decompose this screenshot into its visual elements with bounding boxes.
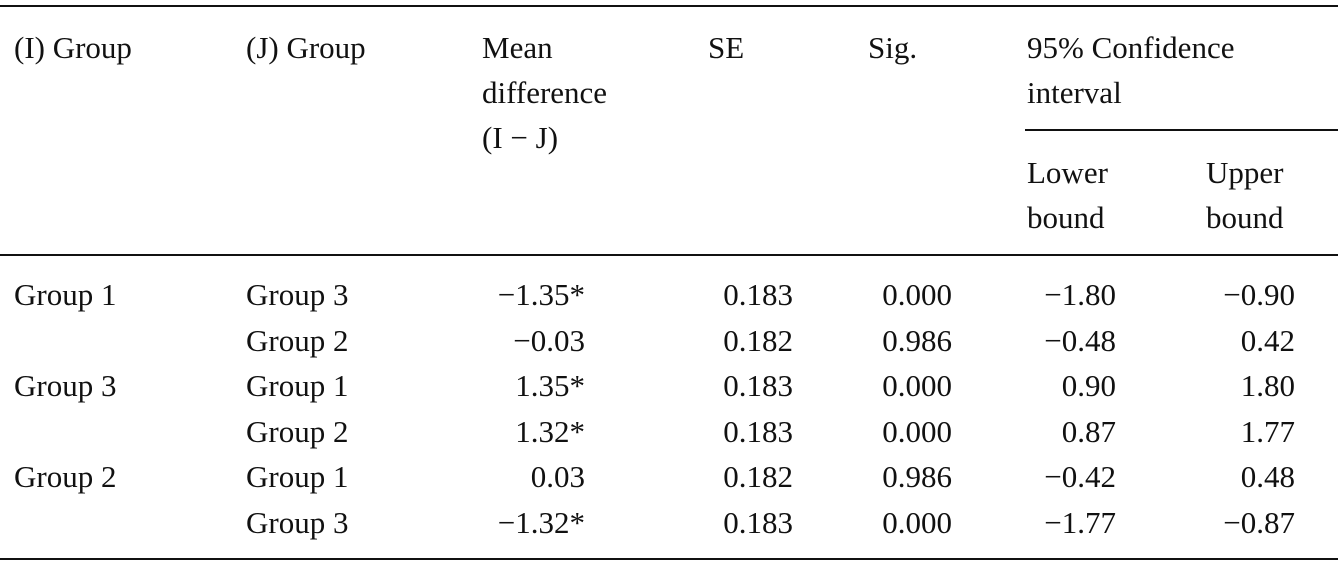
value-cell: 0.986 bbox=[882, 322, 952, 358]
bottom-rule bbox=[0, 558, 1338, 560]
value-cell: −0.48 bbox=[1044, 322, 1116, 358]
header-cell: bound bbox=[1027, 200, 1105, 235]
value-cell: −1.32* bbox=[497, 505, 585, 540]
group-cell: Group 3 bbox=[246, 277, 349, 312]
value-cell: 1.35* bbox=[515, 368, 585, 404]
value-cell: 0.183 bbox=[723, 368, 793, 404]
group-cell: Group 1 bbox=[246, 459, 349, 495]
header-cell: difference bbox=[482, 75, 608, 110]
group-cell: Group 1 bbox=[14, 277, 117, 312]
group-cell: Group 1 bbox=[246, 368, 349, 404]
header-cell: (I − J) bbox=[482, 120, 559, 155]
value-cell: 0.87 bbox=[1061, 413, 1116, 449]
value-cell: 0.182 bbox=[723, 459, 793, 495]
value-cell: 1.77 bbox=[1240, 413, 1295, 449]
value-cell: 0.42 bbox=[1240, 322, 1295, 358]
value-cell: −0.87 bbox=[1223, 505, 1295, 540]
header-cell: SE bbox=[708, 30, 745, 65]
value-cell: 0.183 bbox=[723, 505, 793, 540]
header-cell: Lower bbox=[1027, 155, 1108, 190]
ci-rule bbox=[1025, 129, 1338, 131]
header-cell: bound bbox=[1206, 200, 1284, 235]
value-cell: −1.35* bbox=[497, 277, 585, 312]
header-cell: Sig. bbox=[868, 30, 918, 65]
top-rule bbox=[0, 5, 1338, 7]
value-cell: 0.90 bbox=[1061, 368, 1116, 404]
header-cell: Mean bbox=[482, 30, 553, 65]
value-cell: 0.000 bbox=[882, 277, 952, 312]
value-cell: 0.183 bbox=[723, 413, 793, 449]
group-cell: Group 3 bbox=[14, 368, 117, 404]
value-cell: −0.03 bbox=[513, 322, 585, 358]
value-cell: −1.77 bbox=[1044, 505, 1116, 540]
value-cell: −0.42 bbox=[1044, 459, 1116, 495]
header-cell: 95% Confidence bbox=[1027, 30, 1235, 65]
group-cell: Group 2 bbox=[246, 322, 349, 358]
group-cell: Group 2 bbox=[14, 459, 117, 495]
value-cell: 0.000 bbox=[882, 413, 952, 449]
header-cell: (I) Group bbox=[14, 30, 132, 65]
value-cell: 1.80 bbox=[1240, 368, 1295, 404]
value-cell: 0.000 bbox=[882, 368, 952, 404]
value-cell: 0.03 bbox=[530, 459, 585, 495]
value-cell: 0.000 bbox=[882, 505, 952, 540]
value-cell: −1.80 bbox=[1044, 277, 1116, 312]
header-cell: Upper bbox=[1206, 155, 1284, 190]
value-cell: 1.32* bbox=[515, 413, 585, 449]
value-cell: 0.48 bbox=[1240, 459, 1295, 495]
value-cell: 0.182 bbox=[723, 322, 793, 358]
header-cell: (J) Group bbox=[246, 30, 366, 65]
value-cell: −0.90 bbox=[1223, 277, 1295, 312]
header-cell: interval bbox=[1027, 75, 1122, 110]
group-cell: Group 2 bbox=[246, 413, 349, 449]
header-rule bbox=[0, 254, 1338, 256]
group-cell: Group 3 bbox=[246, 505, 349, 540]
value-cell: 0.183 bbox=[723, 277, 793, 312]
value-cell: 0.986 bbox=[882, 459, 952, 495]
